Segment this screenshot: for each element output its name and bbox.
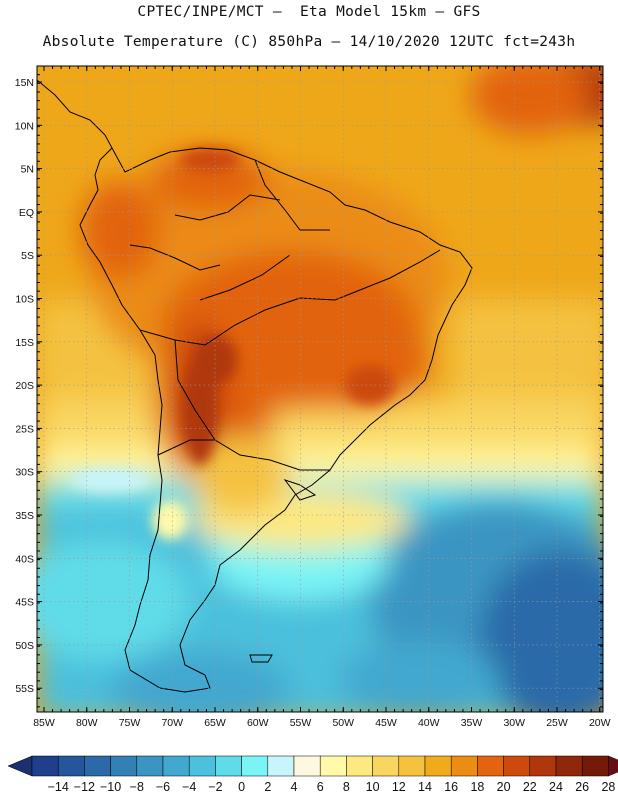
lat-label: 50S (15, 640, 34, 652)
colorbar-swatch (84, 755, 111, 777)
lat-label: 5N (21, 164, 34, 176)
colorbar-tick-label: 16 (444, 780, 458, 794)
colorbar-swatch (188, 755, 216, 777)
lat-label: 5S (21, 250, 34, 262)
colorbar-tick-label: 20 (497, 780, 511, 794)
colorbar-tick-label: −6 (156, 780, 170, 794)
lon-label: 85W (33, 717, 55, 729)
colorbar-tick-label: 14 (418, 780, 432, 794)
colorbar-tick-label: 22 (523, 780, 537, 794)
colorbar-swatch (581, 755, 609, 777)
colorbar-swatch (57, 755, 85, 777)
colorbar-tick-label: 2 (264, 780, 271, 794)
map-title: CPTEC/INPE/MCT – Eta Model 15km – GFS (137, 4, 481, 20)
lon-label: 65W (204, 717, 226, 729)
colorbar-swatch (293, 755, 321, 777)
colorbar-tick-label: −10 (100, 780, 121, 794)
colorbar-under-arrow (7, 755, 33, 777)
lon-label: 45W (375, 717, 397, 729)
lon-label: 55W (290, 717, 312, 729)
lat-label: 20S (15, 380, 34, 392)
colorbar-tick-label: 6 (317, 780, 324, 794)
temperature-field (37, 66, 603, 712)
colorbar-swatch (241, 755, 269, 777)
colorbar-tick-label: 18 (470, 780, 484, 794)
lon-label: 70W (161, 717, 183, 729)
colorbar-tick-label: 8 (343, 780, 350, 794)
colorbar-swatch (529, 755, 557, 777)
colorbar-swatch (346, 755, 373, 777)
lat-label: 10S (15, 294, 34, 306)
colorbar-swatch (162, 755, 190, 777)
coastline (37, 79, 473, 693)
lon-label: 80W (76, 717, 98, 729)
colorbar-swatch (503, 755, 531, 777)
colorbar-swatch (319, 755, 347, 777)
colorbar-swatch (398, 755, 426, 777)
colorbar-swatch (215, 755, 242, 777)
lon-label: 35W (461, 717, 483, 729)
colorbar-tick-label: 0 (238, 780, 245, 794)
colorbar-tick-label: 26 (575, 780, 589, 794)
colorbar-tick-label: 10 (366, 780, 380, 794)
map-subtitle: Absolute Temperature (C) 850hPa – 14/10/… (42, 34, 576, 50)
lon-label: 30W (503, 717, 525, 729)
colorbar-swatch (267, 755, 295, 777)
lat-label: 10N (15, 120, 34, 132)
lon-label: 60W (247, 717, 269, 729)
colorbar-swatch (555, 755, 583, 777)
colorbar-over-arrow (608, 755, 618, 777)
colorbar-swatch (31, 755, 59, 777)
lat-label: 45S (15, 597, 34, 609)
lon-label: 75W (119, 717, 141, 729)
colorbar-tick-label: −8 (130, 780, 144, 794)
lat-label: 35S (15, 510, 34, 522)
colorbar-swatch (450, 755, 478, 777)
lon-label: 40W (418, 717, 440, 729)
lat-label: 15S (15, 337, 34, 349)
lon-label: 25W (546, 717, 568, 729)
colorbar-tick-label: −2 (208, 780, 222, 794)
colorbar-tick-label: −12 (74, 780, 95, 794)
lon-label: 50W (332, 717, 354, 729)
lat-label: 55S (15, 683, 34, 695)
lat-label: 25S (15, 423, 34, 435)
colorbar-tick-label: −14 (48, 780, 69, 794)
lat-label: 15N (15, 77, 34, 89)
lat-label: 40S (15, 553, 34, 565)
colorbar-tick-label: −4 (182, 780, 196, 794)
lat-label: 30S (15, 467, 34, 479)
colorbar-swatch (372, 755, 400, 777)
colorbar-swatch (424, 755, 452, 777)
lon-label: 20W (589, 717, 611, 729)
colorbar-tick-label: 4 (291, 780, 298, 794)
colorbar: −14 −12 −10 −8 −6 −4 −2 0 2 4 6 8 10 12 14 16 18 20 22 24 26… (7, 755, 618, 794)
colorbar-tick-label: 28 (601, 780, 615, 794)
colorbar-tick-label: 12 (392, 780, 406, 794)
colorbar-swatch (110, 755, 138, 777)
colorbar-tick-label: 24 (549, 780, 563, 794)
map-frame (36, 65, 604, 713)
colorbar-swatch (136, 755, 164, 777)
lat-label: EQ (19, 207, 34, 219)
colorbar-swatch (477, 755, 504, 777)
